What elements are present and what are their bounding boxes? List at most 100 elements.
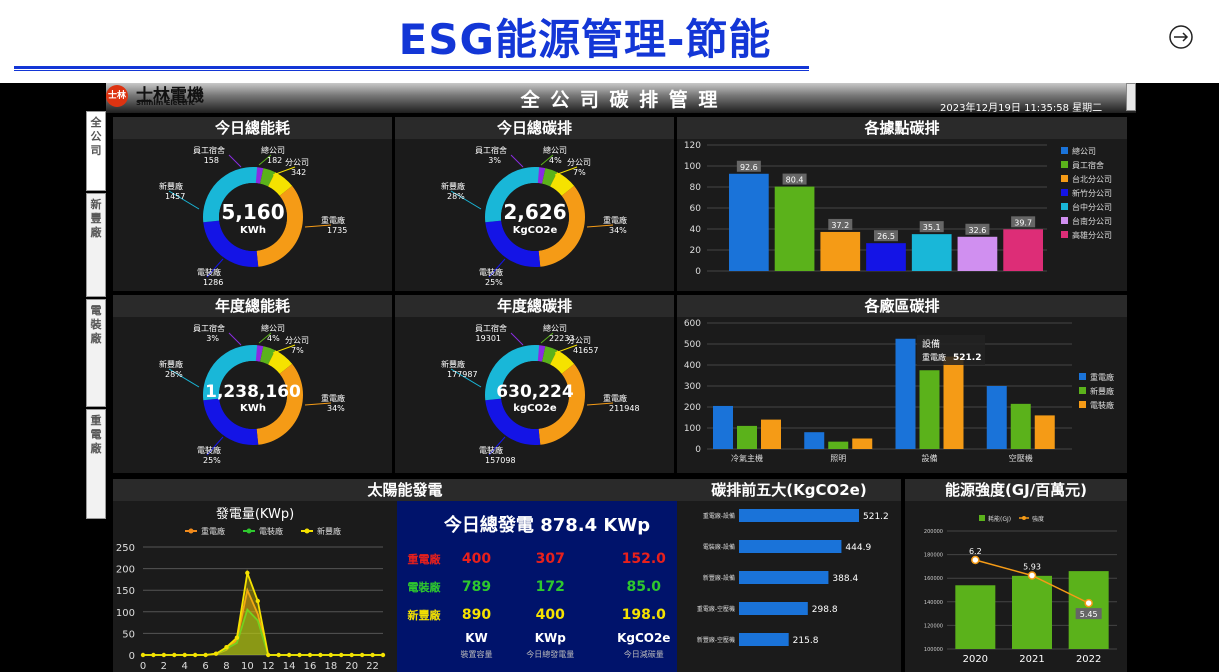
donut-segment (203, 166, 258, 223)
donut-label-name: 電裝廠 (197, 267, 221, 277)
x-tick-label: 0 (140, 661, 146, 672)
solar-value: 400 (461, 551, 492, 567)
bar (820, 231, 861, 271)
donut-leader-line (554, 344, 578, 354)
donut-label-name: 新豐廠 (441, 359, 465, 369)
intensity-chart: 耗能(GJ) 強度 100000 120000 140000 160000 180000 20… (924, 515, 1117, 665)
y-tick-label: 250 (116, 543, 135, 554)
series-point (1027, 571, 1037, 580)
x-tick-label: 設備 (922, 453, 938, 463)
tooltip-box (917, 335, 985, 365)
solar-unit: KgCO2e (617, 631, 671, 645)
donut-segment (550, 350, 575, 374)
y-tick-label: 300 (684, 382, 701, 392)
y-tick-label: 0 (129, 651, 135, 662)
legend-swatch (1061, 147, 1068, 154)
tab-zhongdian[interactable]: 重電廠 (86, 409, 106, 519)
donut-segment (542, 168, 558, 187)
series-point (255, 598, 260, 604)
donut-segment (256, 185, 303, 267)
series-point (182, 652, 187, 658)
solar-units-row: KW KWp KgCO2e (401, 629, 693, 647)
donut-label-value: 28% (165, 370, 183, 379)
bar (852, 438, 873, 449)
legend-label: 電裝廠 (259, 526, 283, 536)
donut-leader-line (168, 368, 200, 388)
legend-marker (1022, 516, 1026, 520)
y-tick-label: 80 (690, 183, 702, 193)
donut-label-name: 分公司 (285, 336, 309, 345)
data-label: 26.5 (877, 232, 895, 241)
legend-label: 新豐廠 (317, 526, 341, 536)
x-tick-label: 4 (182, 661, 188, 672)
donut-segment (203, 220, 259, 267)
donut-leader-line (258, 154, 272, 166)
series-point (307, 652, 313, 658)
donut-label-value: 25% (203, 456, 221, 465)
series-point (380, 652, 386, 658)
data-label: 39.7 (1014, 218, 1032, 227)
solar-value: 152.0 (621, 551, 666, 567)
donut-label-value: 19301 (476, 334, 501, 343)
intensity-title: 能源強度(GJ/百萬元) (905, 479, 1127, 501)
donut-label-name: 總公司 (261, 145, 285, 155)
donut-leader-line (510, 154, 524, 168)
data-label: 388.4 (832, 574, 858, 584)
donut-label-name: 新豐廠 (441, 181, 465, 191)
legend-label: 新豐廠 (1090, 386, 1114, 396)
y-tick-label: 100 (116, 608, 135, 619)
x-tick-label: 2020 (963, 654, 988, 665)
donut-leader-line (206, 258, 224, 278)
tab-xinfeng[interactable]: 新豐廠 (86, 193, 106, 297)
y-tick-label: 新豐廠-設備 (703, 574, 735, 582)
legend-swatch (1061, 203, 1068, 210)
data-label: 35.1 (923, 223, 941, 232)
donut-hole (219, 361, 287, 429)
header-scrollbar[interactable] (1126, 83, 1136, 111)
y-tick-label: 電裝廠-設備 (703, 543, 735, 551)
top-five-panel: 碳排前五大(KgCO2e) 重電廠-設備 521.2 電裝廠-設備 444.9 新豐廠-… (677, 479, 901, 672)
series-point (224, 645, 229, 650)
series-point (234, 635, 240, 640)
legend-swatch (979, 515, 985, 521)
y-tick-label: 120000 (924, 623, 943, 629)
donut-segment (268, 350, 293, 374)
series-point (318, 652, 323, 658)
dashboard: 士林 士林電機 Shihlin Electric 全 公 司 碳 排 管 理 2… (0, 83, 1219, 672)
donut-label-value: 22233 (549, 334, 574, 343)
solar-plant: 重電廠 (407, 553, 441, 566)
y-tick-label: 140000 (924, 600, 943, 606)
solar-value: 400 (535, 607, 565, 623)
donut-label-value: 158 (204, 156, 219, 165)
bar (955, 585, 996, 649)
series-point (192, 652, 198, 658)
exit-arrow-icon[interactable] (1166, 22, 1196, 52)
bar (1034, 415, 1055, 449)
site-carbon-panel: 各據點碳排 0 20 40 60 80 100 120 92.6 80.4 37.2 26.5 35.… (677, 117, 1127, 291)
legend-label: 新竹分公司 (1072, 188, 1112, 198)
tab-dianzhuang[interactable]: 電裝廠 (86, 299, 106, 407)
donut-label-name: 分公司 (567, 336, 591, 345)
series-area (143, 590, 383, 655)
donut-leader-line (272, 344, 296, 354)
solar-unit-note: 裝置容量 (460, 649, 493, 659)
data-label-box (1075, 608, 1102, 620)
donut-segment (203, 345, 258, 401)
legend-swatch (1061, 231, 1068, 238)
tab-all[interactable]: 全公司 (86, 111, 106, 191)
donut-title: 年度總能耗 (113, 295, 392, 317)
donut-label-value: 7% (573, 168, 586, 177)
donut-center-unit: KWh (240, 403, 266, 414)
donut-leader-line (304, 224, 332, 228)
donut-leader-line (258, 332, 272, 344)
donut-label-name: 重電廠 (603, 215, 627, 225)
y-tick-label: 重電廠-空壓機 (697, 605, 735, 613)
bar (957, 236, 998, 271)
donut-leader-line (206, 436, 224, 456)
solar-row: 重電廠 400 307 152.0 (401, 545, 693, 573)
donut-segment (485, 345, 540, 401)
y-tick-label: 100 (684, 424, 701, 434)
legend-marker (246, 528, 252, 534)
